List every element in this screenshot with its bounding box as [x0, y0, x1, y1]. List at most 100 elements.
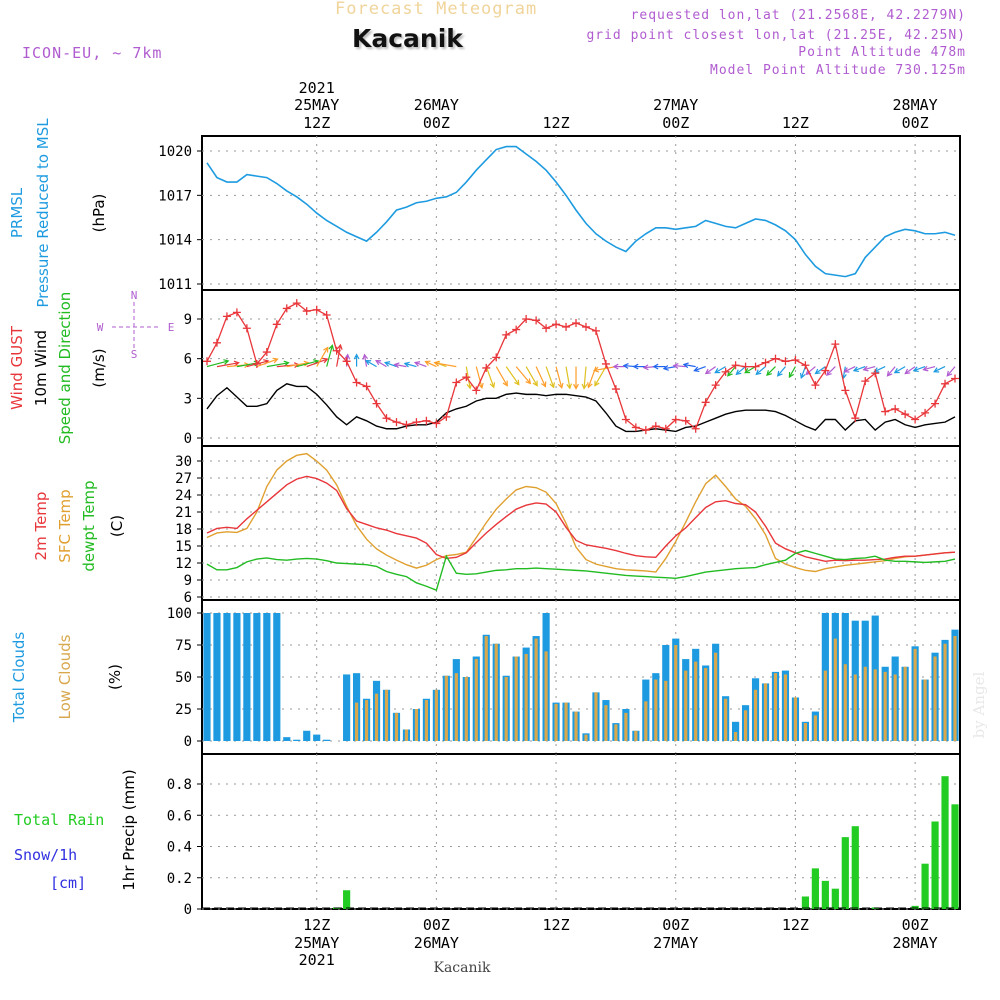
wind-arrow-head [587, 382, 593, 389]
wind-arrow [583, 366, 587, 389]
low-cloud-bar [384, 689, 389, 741]
wind-arrow [266, 362, 289, 368]
rain-bar [343, 890, 351, 909]
gust-axis-title: Wind GUST [8, 325, 26, 410]
low-cloud-bar [394, 712, 399, 741]
y-tick-label: 6 [184, 352, 192, 368]
wind-arrow-head [622, 362, 629, 369]
low-cloud-bar [504, 677, 508, 741]
pressure-unit: (hPa) [90, 194, 108, 233]
wind-arrow-head [693, 366, 700, 373]
low-cloud-bar [734, 732, 738, 741]
gust-marker [661, 424, 670, 433]
wind-arrow-head [714, 368, 721, 374]
y-tick-label: 1014 [158, 233, 192, 249]
y-tick-label: 1020 [158, 144, 192, 160]
wind-arrow-head [223, 359, 230, 365]
dewpoint-line [206, 549, 956, 592]
low-cloud-bar [823, 670, 827, 741]
rain-legend-label: Total Rain [14, 811, 104, 829]
gust-marker [821, 366, 830, 375]
wind-arrow [326, 345, 333, 367]
y-tick-label: 0 [184, 734, 192, 750]
low-cloud-bar [863, 666, 867, 741]
wind-arrow-head [557, 382, 564, 390]
low-cloud-bar [464, 677, 468, 741]
grid-point-coordinates: grid point closest lon,lat (21.25E, 42.2… [586, 28, 966, 43]
dewpoint-axis-title: dewpt Temp [80, 480, 98, 571]
y-tick-label: 15 [175, 539, 192, 555]
top-date-label: 25MAY [294, 96, 339, 114]
y-tick-label: 24 [175, 488, 192, 504]
wind-arrow-head [303, 360, 310, 367]
wind-arrow-head [384, 361, 391, 367]
low-cloud-bar [434, 689, 438, 741]
low-cloud-bar [514, 656, 518, 741]
wind-arrow-head [744, 368, 751, 374]
meteogram-heading: Forecast Meteogram [335, 0, 538, 19]
wind-arrow [394, 363, 407, 368]
y-tick-label: 0 [184, 902, 192, 918]
gust-marker [731, 361, 740, 370]
gust-marker [482, 363, 491, 372]
y-tick-label: 0.4 [167, 840, 192, 856]
low-cloud-bar [414, 709, 419, 741]
gust-marker [462, 373, 471, 382]
wind-gust-markers [202, 299, 960, 435]
y-tick-label: 21 [175, 505, 192, 521]
bottom-date-label: 2021 [299, 951, 335, 969]
low-cloud-bar [793, 697, 798, 741]
wind-arrow [913, 366, 926, 372]
pressure-axis-title: PRMSL [8, 187, 26, 238]
wind-arrow-head [933, 367, 940, 373]
y-tick-label: 3 [184, 391, 192, 407]
wind-arrow-head [593, 366, 600, 373]
gust-marker [871, 369, 880, 378]
rain-bar [821, 880, 829, 909]
gust-marker [701, 398, 710, 407]
wind-arrow [844, 366, 856, 373]
gust-marker [631, 423, 640, 432]
gust-marker [382, 414, 391, 423]
low-cloud-bar [714, 652, 718, 741]
total-cloud-bar [263, 613, 271, 741]
y-tick-label: 100 [167, 606, 192, 622]
gust-marker [292, 299, 301, 308]
wind-arrow [535, 366, 546, 387]
gust-marker [681, 416, 690, 425]
gust-marker [641, 426, 650, 435]
rain-bar [941, 776, 949, 909]
wind-arrow-head [594, 380, 600, 387]
gust-marker [412, 418, 421, 427]
bottom-hour-label: 12Z [303, 916, 330, 934]
wind-arrow [404, 362, 417, 368]
wind-arrow-head [272, 357, 279, 364]
y-tick-label: 0.8 [167, 777, 192, 793]
low-cloud-bar [853, 674, 857, 741]
wind-arrow [525, 366, 538, 386]
clouds-unit: (%) [106, 664, 124, 690]
wind-arrow-head [362, 353, 369, 360]
wind-arrow-head [424, 360, 431, 366]
wind-arrow-head [672, 362, 679, 369]
cloud-bars [203, 613, 959, 741]
wind-arrow-head [403, 361, 410, 368]
low-cloud-bar [404, 729, 409, 741]
gust-marker [841, 386, 850, 395]
sfc-temp-axis-title: SFC Temp [56, 489, 74, 562]
low-cloud-bar [564, 702, 568, 741]
gust-marker [581, 322, 590, 331]
low-cloud-bar [644, 701, 648, 741]
wind-arrow [933, 366, 946, 373]
top-date-label: 28MAY [893, 96, 938, 114]
wind-arrow-head [788, 371, 795, 379]
gust-marker [741, 362, 750, 371]
gust-marker [502, 330, 511, 339]
gust-marker [621, 415, 630, 424]
precip-axis-title: 1hr Precip (mm) [120, 769, 138, 890]
wind-arrow-head [489, 382, 496, 389]
gust-marker [392, 418, 401, 427]
gust-marker [901, 410, 910, 419]
wind-arrow [788, 366, 796, 378]
wind-arrow-head [328, 344, 335, 351]
